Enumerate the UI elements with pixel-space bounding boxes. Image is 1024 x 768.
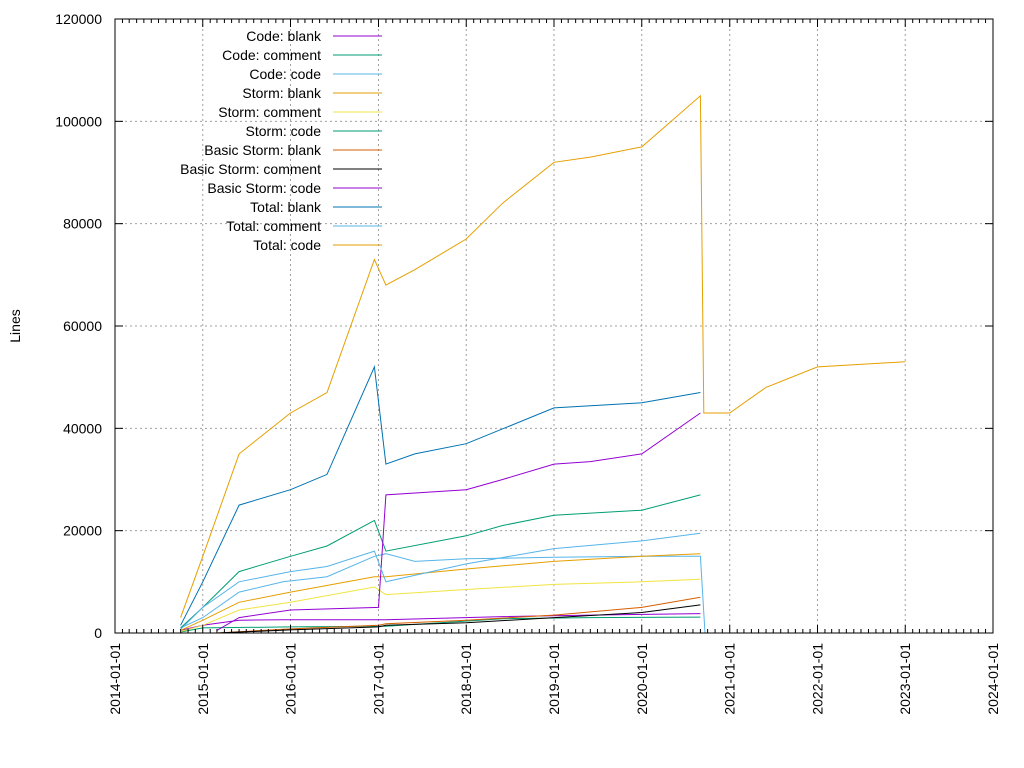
x-tick-label: 2018-01-01: [458, 643, 474, 715]
legend-label: Total: comment: [226, 218, 321, 234]
legend-label: Basic Storm: blank: [204, 142, 322, 158]
axis-ticks: 0 20000 40000 60000 80000 100000 120000 2014-01…: [55, 11, 1001, 715]
x-tick-label: 2019-01-01: [546, 643, 562, 715]
series-line: [180, 365, 701, 626]
series-line: [180, 532, 701, 630]
y-tick-label: 120000: [55, 11, 102, 27]
x-tick-label: 2017-01-01: [370, 643, 386, 715]
series-line: [180, 613, 701, 631]
legend-label: Storm: comment: [218, 104, 321, 120]
y-tick-label: 80000: [63, 216, 102, 232]
x-tick-label: 2023-01-01: [897, 643, 913, 715]
legend: Code: blank Code: comment Code: code Storm:…: [180, 28, 382, 253]
y-axis-label: Lines: [7, 309, 23, 342]
series-line: [216, 596, 701, 634]
legend-label: Basic Storm: comment: [180, 161, 321, 177]
x-tick-label: 2014-01-01: [107, 643, 123, 715]
legend-label: Code: code: [249, 66, 321, 82]
legend-label: Code: comment: [222, 47, 321, 63]
series-line: [180, 578, 701, 632]
series-line: [180, 494, 701, 629]
series-line: [180, 94, 906, 618]
y-tick-label: 20000: [63, 523, 102, 539]
x-tick-label: 2021-01-01: [722, 643, 738, 715]
series-line: [216, 412, 701, 631]
y-tick-label: 40000: [63, 420, 102, 436]
legend-label: Code: blank: [246, 28, 322, 44]
y-tick-label: 60000: [63, 318, 102, 334]
series-line: [180, 553, 701, 631]
y-tick-label: 100000: [55, 113, 102, 129]
legend-label: Total: code: [253, 237, 321, 253]
legend-label: Storm: blank: [242, 85, 322, 101]
legend-label: Storm: code: [246, 123, 322, 139]
x-tick-label: 2022-01-01: [809, 643, 825, 715]
x-tick-label: 2024-01-01: [985, 643, 1001, 715]
legend-label: Basic Storm: code: [207, 180, 321, 196]
x-tick-label: 2015-01-01: [195, 643, 211, 715]
y-tick-label: 0: [94, 625, 102, 641]
legend-label: Total: blank: [250, 199, 322, 215]
series-line: [180, 616, 701, 633]
x-tick-label: 2016-01-01: [283, 643, 299, 715]
x-tick-label: 2020-01-01: [634, 643, 650, 715]
